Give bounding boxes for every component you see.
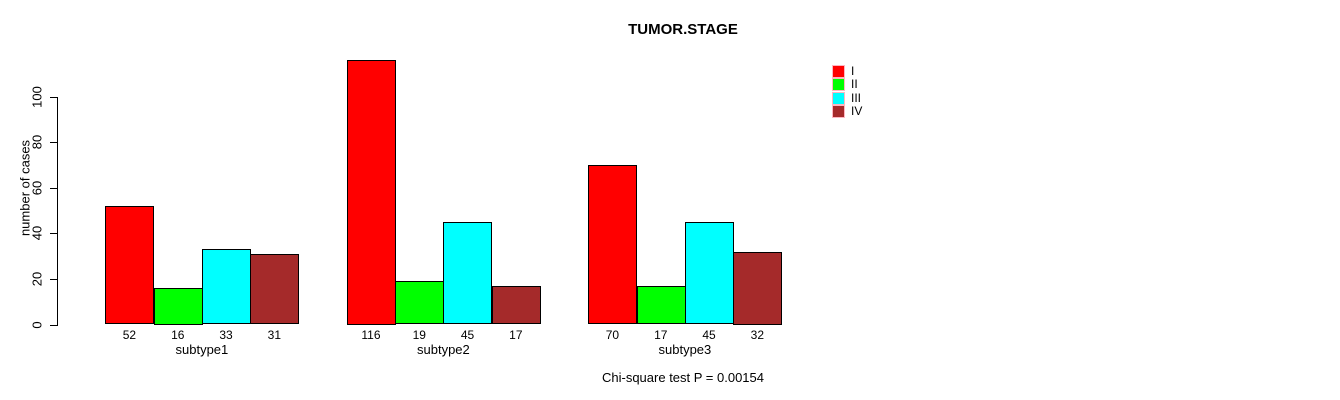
legend-swatch-III: [832, 91, 845, 105]
bar-value-subtype2-stage-I: 116: [361, 328, 381, 342]
bar-value-subtype3-stage-I: 70: [605, 328, 620, 342]
legend-label-I: I: [851, 64, 855, 78]
y-axis-tick-label: 100: [29, 85, 45, 108]
category-label-subtype1: subtype1: [175, 342, 229, 357]
bar-subtype2-stage-III: [443, 221, 492, 325]
bar-subtype3-stage-II: [637, 285, 686, 325]
bar-subtype2-stage-IV: [492, 285, 541, 325]
y-axis-line: [57, 96, 58, 326]
y-axis-tick-label: 80: [29, 134, 45, 150]
y-axis-tick: [50, 187, 57, 189]
bar-value-subtype1-stage-I: 52: [122, 328, 137, 342]
bar-subtype2-stage-I: [347, 60, 396, 325]
y-axis-tick: [50, 233, 57, 235]
legend-swatch-IV: [832, 105, 845, 119]
bar-value-subtype3-stage-II: 17: [654, 328, 668, 342]
bar-subtype2-stage-II: [395, 281, 444, 325]
chart-title: TUMOR.STAGE: [628, 21, 738, 38]
bar-subtype1-stage-III: [202, 249, 251, 325]
bar-value-subtype3-stage-III: 45: [702, 328, 716, 342]
legend-swatch-II: [832, 78, 845, 92]
bar-subtype1-stage-IV: [250, 253, 299, 325]
y-axis-tick: [50, 142, 57, 144]
chi-square-annotation: Chi-square test P = 0.00154: [601, 370, 765, 385]
y-axis-tick: [50, 324, 57, 326]
category-label-subtype3: subtype3: [658, 342, 712, 357]
y-axis-tick-label: 0: [29, 320, 45, 329]
legend-label-IV: IV: [851, 104, 863, 119]
bar-value-subtype3-stage-IV: 32: [750, 328, 765, 342]
legend-swatch-I: [832, 65, 845, 78]
bar-value-subtype2-stage-II: 19: [412, 328, 426, 342]
bar-value-subtype2-stage-III: 45: [460, 328, 475, 342]
bar-value-subtype1-stage-III: 33: [219, 328, 233, 342]
category-label-subtype2: subtype2: [417, 342, 470, 357]
bar-subtype1-stage-I: [105, 205, 154, 325]
y-axis-tick: [50, 96, 57, 98]
bar-value-subtype2-stage-IV: 17: [509, 328, 523, 342]
bar-value-subtype1-stage-IV: 31: [267, 328, 282, 342]
y-axis-tick-label: 60: [29, 180, 45, 195]
y-axis-tick-label: 40: [29, 226, 45, 241]
bar-subtype3-stage-I: [588, 164, 637, 325]
bar-value-subtype1-stage-II: 16: [171, 328, 185, 342]
bar-subtype1-stage-II: [154, 288, 203, 325]
legend-label-III: III: [851, 90, 862, 105]
bar-subtype3-stage-III: [685, 221, 734, 325]
legend-label-II: II: [851, 77, 858, 92]
bar-subtype3-stage-IV: [733, 251, 782, 325]
y-axis-tick-label: 20: [29, 271, 45, 287]
y-axis-tick: [50, 278, 57, 280]
